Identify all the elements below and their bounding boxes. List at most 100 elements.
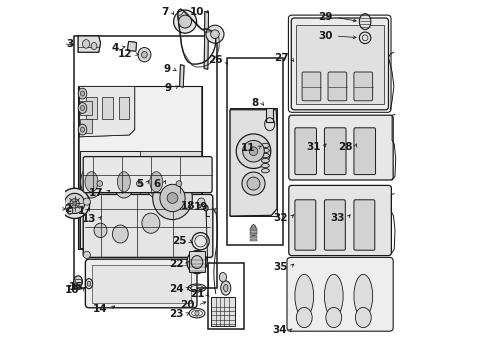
FancyBboxPatch shape bbox=[294, 128, 316, 175]
FancyBboxPatch shape bbox=[324, 200, 345, 250]
Bar bbox=[265, 108, 273, 122]
Ellipse shape bbox=[261, 168, 269, 173]
Ellipse shape bbox=[261, 163, 269, 168]
Bar bbox=[227, 58, 283, 245]
Bar bbox=[230, 108, 276, 216]
Ellipse shape bbox=[73, 202, 76, 205]
Ellipse shape bbox=[236, 134, 270, 168]
Ellipse shape bbox=[152, 176, 192, 220]
Text: 30: 30 bbox=[318, 31, 332, 41]
Text: 26: 26 bbox=[207, 55, 222, 66]
Polygon shape bbox=[80, 151, 197, 248]
Ellipse shape bbox=[261, 143, 269, 148]
Ellipse shape bbox=[205, 25, 224, 43]
Ellipse shape bbox=[160, 184, 185, 212]
Polygon shape bbox=[127, 41, 136, 51]
Ellipse shape bbox=[261, 148, 269, 153]
Text: 35: 35 bbox=[273, 262, 287, 272]
Ellipse shape bbox=[91, 42, 97, 50]
Ellipse shape bbox=[87, 281, 91, 286]
FancyBboxPatch shape bbox=[327, 72, 346, 101]
Bar bbox=[73, 36, 217, 288]
Ellipse shape bbox=[78, 88, 87, 99]
Ellipse shape bbox=[83, 198, 90, 205]
Bar bbox=[208, 263, 244, 329]
FancyBboxPatch shape bbox=[324, 128, 346, 175]
Text: 10: 10 bbox=[189, 6, 204, 17]
Ellipse shape bbox=[81, 166, 102, 198]
Ellipse shape bbox=[78, 124, 87, 135]
Ellipse shape bbox=[142, 213, 160, 233]
Ellipse shape bbox=[242, 140, 264, 162]
Text: 14: 14 bbox=[92, 304, 107, 314]
Bar bbox=[249, 233, 257, 235]
Bar bbox=[78, 86, 202, 249]
FancyBboxPatch shape bbox=[288, 115, 392, 180]
Ellipse shape bbox=[60, 188, 89, 219]
Ellipse shape bbox=[194, 311, 199, 315]
Ellipse shape bbox=[141, 51, 147, 58]
Ellipse shape bbox=[117, 172, 130, 192]
FancyBboxPatch shape bbox=[83, 194, 212, 257]
Text: 34: 34 bbox=[272, 325, 286, 336]
Polygon shape bbox=[179, 65, 183, 87]
Text: 9: 9 bbox=[163, 64, 170, 74]
Text: 11: 11 bbox=[240, 143, 255, 153]
Ellipse shape bbox=[82, 40, 89, 48]
Bar bbox=[249, 236, 257, 238]
Ellipse shape bbox=[67, 207, 73, 214]
Ellipse shape bbox=[80, 91, 84, 96]
Text: 8: 8 bbox=[251, 98, 258, 108]
Text: 7: 7 bbox=[161, 6, 168, 17]
Ellipse shape bbox=[178, 15, 191, 28]
Text: 21: 21 bbox=[189, 289, 204, 300]
FancyBboxPatch shape bbox=[294, 200, 315, 250]
Ellipse shape bbox=[210, 30, 219, 39]
Ellipse shape bbox=[64, 193, 84, 213]
Text: 18: 18 bbox=[180, 201, 194, 211]
Bar bbox=[211, 297, 234, 326]
Text: 2: 2 bbox=[64, 204, 72, 214]
Text: 1: 1 bbox=[78, 206, 85, 216]
Ellipse shape bbox=[355, 307, 370, 328]
Bar bbox=[249, 228, 257, 230]
Polygon shape bbox=[230, 110, 276, 216]
Ellipse shape bbox=[78, 103, 87, 113]
Text: 4: 4 bbox=[111, 42, 118, 53]
Text: 25: 25 bbox=[172, 236, 186, 246]
Ellipse shape bbox=[83, 251, 90, 258]
Text: 13: 13 bbox=[81, 214, 96, 224]
Ellipse shape bbox=[173, 10, 196, 33]
Ellipse shape bbox=[138, 48, 151, 62]
Bar bbox=[295, 25, 384, 104]
Ellipse shape bbox=[85, 172, 98, 192]
FancyBboxPatch shape bbox=[85, 259, 197, 308]
FancyBboxPatch shape bbox=[288, 185, 390, 256]
Text: 12: 12 bbox=[118, 49, 132, 59]
Text: 24: 24 bbox=[169, 284, 183, 294]
FancyBboxPatch shape bbox=[353, 200, 374, 250]
Ellipse shape bbox=[80, 127, 84, 132]
Ellipse shape bbox=[246, 177, 260, 190]
Text: 17: 17 bbox=[89, 188, 103, 198]
Ellipse shape bbox=[353, 274, 372, 318]
Bar bbox=[80, 101, 92, 115]
Bar bbox=[68, 208, 72, 213]
Bar bbox=[79, 86, 201, 248]
Bar bbox=[75, 279, 81, 284]
Ellipse shape bbox=[97, 181, 102, 186]
FancyBboxPatch shape bbox=[302, 72, 320, 101]
Polygon shape bbox=[204, 12, 208, 69]
Bar bbox=[118, 97, 129, 119]
Ellipse shape bbox=[249, 147, 257, 156]
Text: 23: 23 bbox=[169, 309, 183, 319]
FancyBboxPatch shape bbox=[286, 257, 392, 331]
Bar bbox=[249, 230, 257, 233]
Ellipse shape bbox=[167, 193, 178, 203]
Text: 5: 5 bbox=[136, 179, 143, 189]
Text: 16: 16 bbox=[65, 285, 80, 295]
Ellipse shape bbox=[74, 276, 82, 287]
Text: 6: 6 bbox=[153, 179, 161, 189]
Ellipse shape bbox=[219, 273, 226, 282]
Bar bbox=[249, 239, 257, 241]
